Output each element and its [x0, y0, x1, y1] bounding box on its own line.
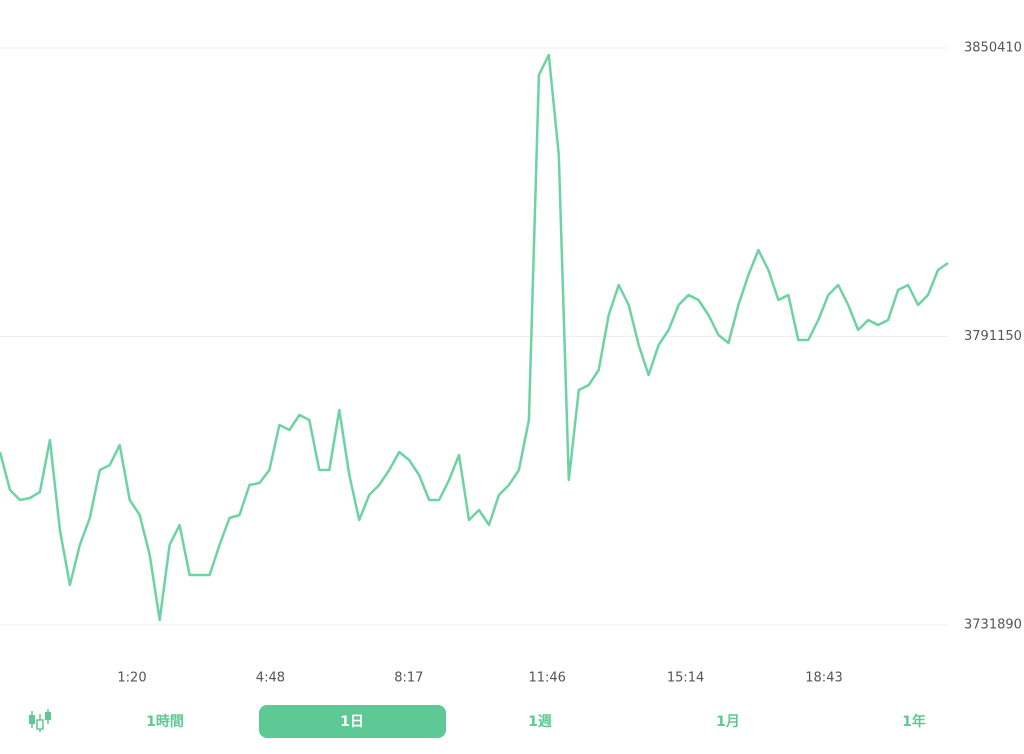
y-tick-label: 3850410 — [964, 41, 1022, 56]
chart-type-icon[interactable] — [29, 709, 51, 732]
x-tick-label: 15:14 — [667, 671, 704, 686]
tab-selected[interactable]: 1日 — [340, 714, 364, 730]
selected-tab-bg — [259, 705, 446, 738]
x-tick-label: 1:20 — [117, 671, 146, 686]
x-tick-label: 4:48 — [256, 671, 285, 686]
x-tick-label: 18:43 — [805, 671, 842, 686]
x-tick-label: 8:17 — [394, 671, 423, 686]
tab[interactable]: 1週 — [528, 714, 552, 730]
tab[interactable]: 1年 — [902, 713, 926, 730]
y-tick-label: 3731890 — [964, 618, 1022, 633]
price-line — [0, 53, 949, 622]
tab[interactable]: 1時間 — [146, 713, 184, 730]
y-tick-label: 3791150 — [964, 329, 1022, 344]
tab[interactable]: 1月 — [716, 714, 740, 730]
x-tick-label: 11:46 — [528, 671, 565, 686]
